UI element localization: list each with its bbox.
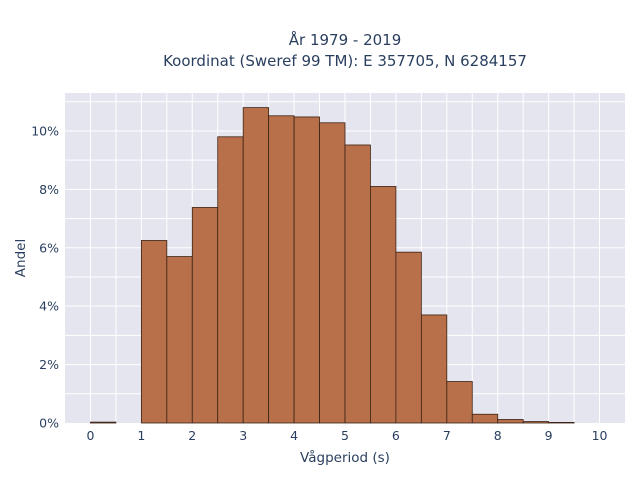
x-tick-label: 3 bbox=[239, 428, 247, 443]
x-tick-label: 1 bbox=[137, 428, 145, 443]
x-tick-label: 6 bbox=[392, 428, 400, 443]
x-tick-label: 0 bbox=[86, 428, 94, 443]
histogram-bars bbox=[90, 107, 575, 424]
y-tick-label: 10% bbox=[31, 123, 59, 138]
histogram-bar bbox=[191, 207, 219, 424]
y-tick-labels: 0% 2% 4% 6% 8% 10% bbox=[31, 123, 59, 430]
y-tick-label: 0% bbox=[39, 416, 59, 431]
y-tick-label: 4% bbox=[39, 299, 59, 314]
x-tick-label: 8 bbox=[494, 428, 502, 443]
histogram-bar bbox=[268, 115, 295, 424]
histogram-bar bbox=[319, 122, 346, 424]
y-axis-title: Andel bbox=[13, 239, 29, 277]
histogram-bar bbox=[344, 144, 371, 424]
x-tick-label: 7 bbox=[443, 428, 451, 443]
histogram-bar bbox=[140, 240, 168, 424]
x-tick-label: 9 bbox=[545, 428, 553, 443]
histogram-bar bbox=[548, 422, 575, 424]
x-tick-labels: 0 1 2 3 4 5 6 7 8 9 10 bbox=[86, 428, 607, 443]
y-tick-label: 6% bbox=[39, 240, 59, 255]
x-axis-title: Vågperiod (s) bbox=[300, 449, 390, 466]
histogram-bar bbox=[370, 186, 397, 424]
y-tick-label: 2% bbox=[39, 357, 59, 372]
y-tick-label: 8% bbox=[39, 182, 59, 197]
histogram-bar bbox=[217, 136, 244, 424]
histogram-bar bbox=[497, 419, 524, 424]
histogram-bar bbox=[90, 421, 117, 424]
histogram-bar bbox=[522, 421, 550, 424]
x-tick-label: 4 bbox=[290, 428, 298, 443]
histogram-bar bbox=[395, 251, 422, 424]
x-tick-label: 5 bbox=[341, 428, 349, 443]
histogram-bar bbox=[242, 107, 270, 424]
chart-title-line1: År 1979 - 2019 bbox=[289, 30, 402, 49]
histogram-bar bbox=[446, 381, 473, 424]
histogram-bar bbox=[293, 116, 320, 424]
chart-title-line2: Koordinat (Sweref 99 TM): E 357705, N 62… bbox=[163, 52, 527, 70]
histogram-bar bbox=[420, 314, 448, 424]
histogram-bar bbox=[166, 256, 193, 424]
x-tick-label: 2 bbox=[188, 428, 196, 443]
x-tick-label: 10 bbox=[592, 428, 608, 443]
histogram-bar bbox=[471, 413, 499, 424]
